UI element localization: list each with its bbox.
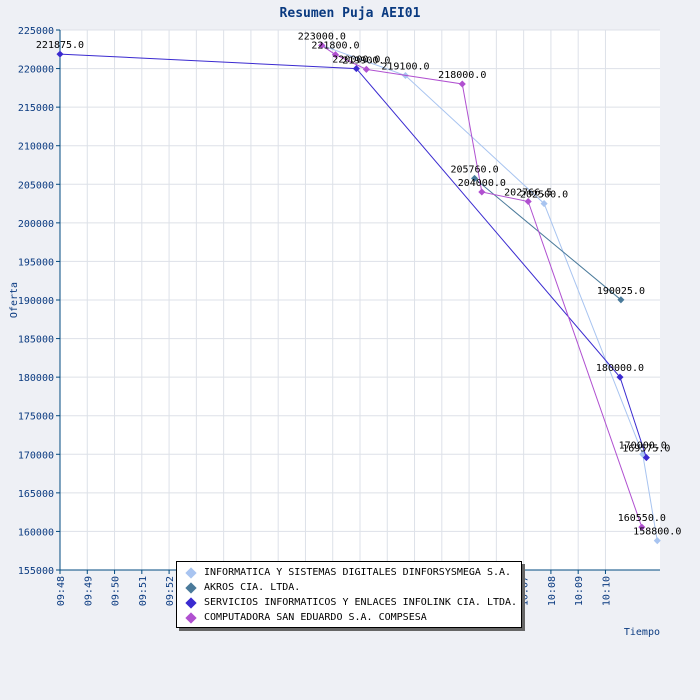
legend-item: AKROS CIA. LTDA.	[181, 580, 517, 595]
y-tick-label: 190000	[18, 296, 54, 307]
data-point	[471, 174, 479, 182]
diamond-marker-icon	[185, 566, 197, 579]
data-label: 170000.0	[619, 440, 667, 451]
data-label: 205760.0	[450, 164, 498, 175]
data-point	[524, 197, 532, 206]
y-tick-label: 210000	[18, 142, 54, 153]
data-label: 221875.0	[36, 40, 84, 51]
y-tick-label: 215000	[18, 103, 54, 114]
legend-item: INFORMATICA Y SISTEMAS DIGITALES DINFORS…	[181, 565, 517, 580]
series-line	[59, 53, 647, 458]
y-tick-label: 185000	[18, 335, 54, 346]
y-tick-label: 180000	[18, 373, 54, 384]
legend-label: COMPUTADORA SAN EDUARDO S.A. COMPSESA	[204, 612, 427, 623]
data-label: 160550.0	[618, 513, 666, 524]
y-tick-label: 170000	[18, 450, 54, 461]
data-point	[331, 51, 339, 59]
x-tick-label: 10:10	[601, 576, 612, 606]
data-point	[352, 65, 360, 73]
data-label: 158800.0	[633, 527, 681, 538]
x-tick-label: 09:51	[138, 576, 149, 606]
x-tick-label: 09:50	[111, 576, 122, 606]
data-point	[318, 41, 326, 49]
y-tick-label: 175000	[18, 412, 54, 423]
x-tick-label: 09:48	[56, 576, 67, 606]
x-tick-label: 10:09	[574, 576, 585, 606]
data-label: 190025.0	[597, 286, 645, 297]
y-tick-label: 220000	[18, 65, 54, 76]
y-tick-label: 165000	[18, 489, 54, 500]
legend-label: SERVICIOS INFORMATICOS Y ENLACES INFOLIN…	[204, 597, 518, 608]
data-label: 180000.0	[596, 363, 644, 374]
legend-label: INFORMATICA Y SISTEMAS DIGITALES DINFORS…	[204, 567, 512, 578]
data-label: 223000.0	[298, 31, 346, 42]
diamond-marker-icon	[185, 611, 197, 624]
y-tick-label: 205000	[18, 180, 54, 191]
y-tick-label: 200000	[18, 219, 54, 230]
diamond-marker-icon	[185, 596, 197, 609]
data-label: 218000.0	[438, 70, 486, 81]
data-point	[458, 80, 466, 88]
data-label: 219900.0	[342, 55, 390, 66]
data-point	[617, 296, 625, 304]
data-point	[540, 200, 548, 208]
data-label: 202500.0	[520, 190, 568, 201]
series-line	[474, 178, 622, 301]
data-point	[642, 454, 650, 462]
x-axis-label: Tiempo	[624, 627, 660, 638]
x-tick-label: 09:52	[165, 576, 176, 606]
diamond-marker-icon	[185, 581, 197, 594]
x-tick-label: 09:49	[83, 576, 94, 606]
y-tick-label: 225000	[18, 26, 54, 37]
data-point	[362, 65, 370, 73]
y-tick-label: 195000	[18, 257, 54, 268]
data-label: 220000.0	[332, 55, 380, 66]
legend-item: SERVICIOS INFORMATICOS Y ENLACES INFOLIN…	[181, 595, 517, 610]
x-tick-label: 10:07	[520, 576, 531, 606]
data-label: 202766.5	[504, 188, 552, 199]
data-point	[616, 373, 624, 381]
data-point	[478, 188, 486, 196]
legend-item: COMPUTADORA SAN EDUARDO S.A. COMPSESA	[181, 610, 517, 625]
data-label: 204000.0	[458, 178, 506, 189]
y-tick-label: 155000	[18, 566, 54, 577]
x-tick-label: 10:08	[547, 576, 558, 606]
chart-title: Resumen Puja AEI01	[280, 6, 421, 21]
y-axis-label: Oferta	[9, 282, 20, 318]
data-point	[653, 537, 661, 545]
chart-legend: INFORMATICA Y SISTEMAS DIGITALES DINFORS…	[176, 561, 522, 628]
data-label: 219100.0	[381, 62, 429, 73]
y-tick-label: 160000	[18, 527, 54, 538]
data-point	[638, 523, 646, 531]
data-label: 221800.0	[311, 41, 359, 52]
data-label: 169575.0	[622, 444, 670, 455]
legend-label: AKROS CIA. LTDA.	[204, 582, 301, 593]
